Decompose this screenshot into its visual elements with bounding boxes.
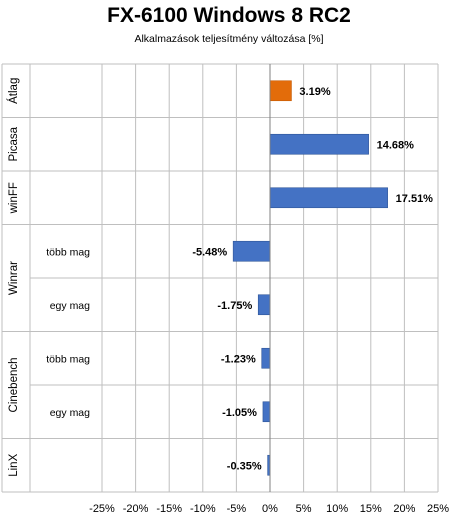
- category-label: Átlag: [7, 78, 20, 104]
- x-tick-label: 0%: [262, 503, 278, 515]
- data-label: -5.48%: [192, 246, 227, 258]
- x-tick-label: 15%: [360, 503, 382, 515]
- category-label: Cinebench: [8, 358, 20, 413]
- bar: [269, 133, 369, 155]
- x-tick-label: -25%: [89, 503, 115, 515]
- bar: [262, 401, 271, 423]
- bar: [269, 187, 388, 209]
- x-tick-label: -15%: [156, 503, 182, 515]
- data-label: -1.75%: [217, 300, 252, 312]
- bar: [269, 80, 292, 102]
- bar: [261, 347, 271, 369]
- category-label: LinX: [8, 453, 20, 476]
- x-tick-label: 10%: [326, 503, 348, 515]
- data-label: -0.35%: [227, 460, 262, 472]
- subcategory-label: több mag: [46, 246, 90, 258]
- subcategory-label: egy mag: [50, 407, 90, 419]
- x-tick-label: 20%: [393, 503, 415, 515]
- data-label: 17.51%: [396, 193, 434, 205]
- data-label: -1.05%: [222, 407, 257, 419]
- subcategory-label: több mag: [46, 353, 90, 365]
- x-tick-label: 5%: [296, 503, 312, 515]
- data-label: 3.19%: [299, 86, 330, 98]
- subcategory-label: egy mag: [50, 300, 90, 312]
- chart-title: FX-6100 Windows 8 RC2: [107, 4, 351, 27]
- data-label: 14.68%: [377, 139, 415, 151]
- x-tick-label: -20%: [123, 503, 149, 515]
- x-tick-label: -10%: [190, 503, 216, 515]
- category-label: Winrar: [8, 261, 20, 295]
- x-tick-label: -5%: [227, 503, 247, 515]
- chart-subtitle: Alkalmazások teljesítmény változása [%]: [134, 33, 324, 45]
- bar: [232, 240, 271, 262]
- x-tick-label: 25%: [427, 503, 449, 515]
- category-label: winFF: [8, 182, 20, 214]
- bar: [257, 294, 271, 316]
- category-label: Picasa: [8, 126, 20, 161]
- data-label: -1.23%: [221, 353, 256, 365]
